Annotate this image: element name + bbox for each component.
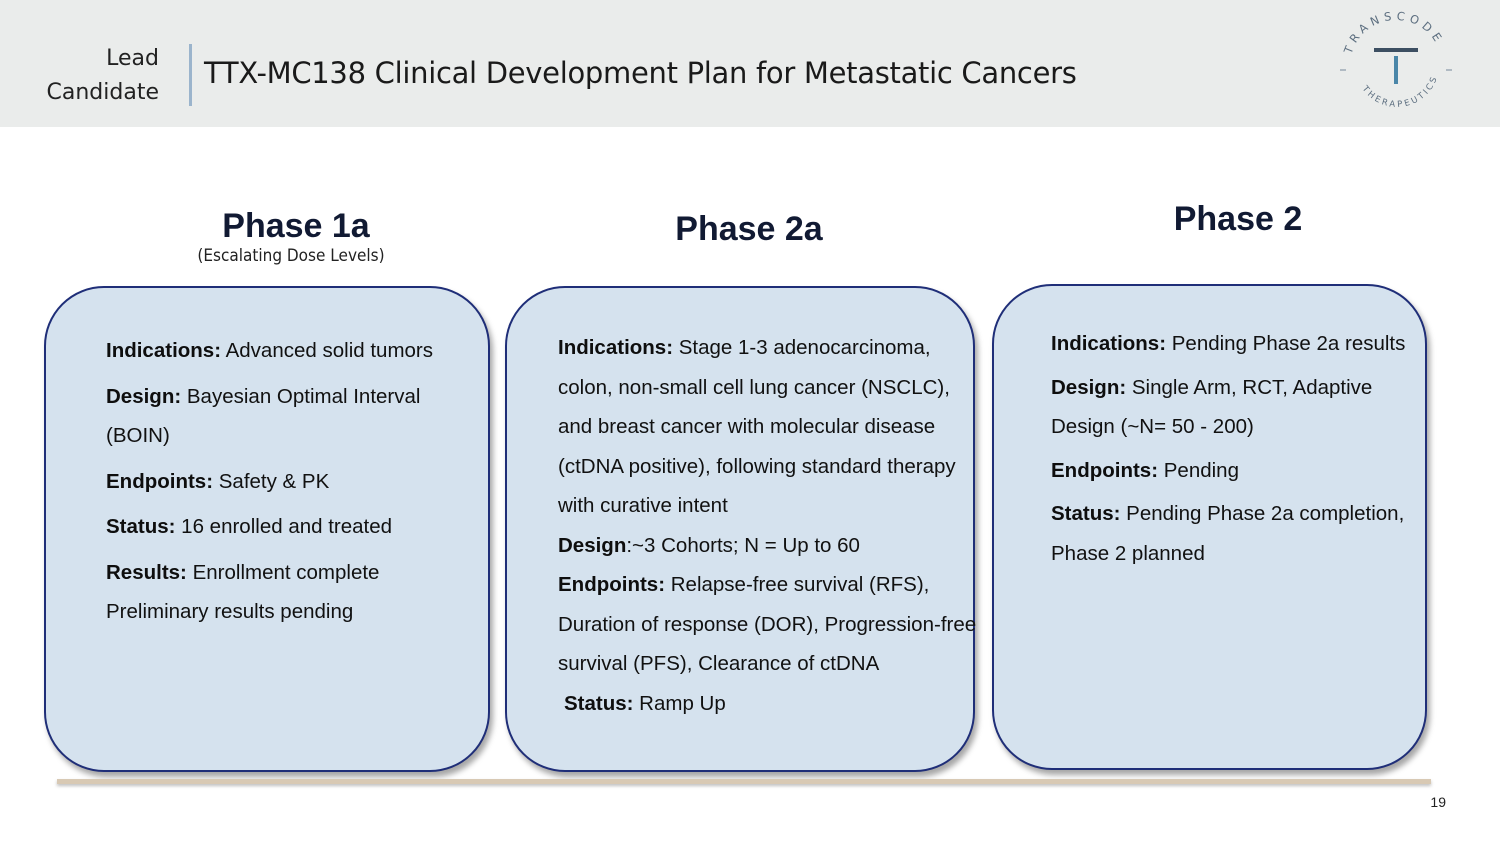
phase-2-status: Status: Pending Phase 2a completion, Pha…	[1051, 502, 1405, 565]
page-number: 19	[1430, 794, 1446, 810]
section-label: Lead Candidate	[47, 42, 159, 110]
phase-1a-card	[44, 286, 490, 772]
slide-title: TTX-MC138 Clinical Development Plan for …	[204, 56, 1077, 90]
phase-2a-endpoints: Endpoints: Relapse-free survival (RFS), …	[558, 573, 977, 675]
phase-2a-details: Indications: Stage 1-3 adenocarcinoma, c…	[558, 328, 986, 723]
phase-1a-details: Indications: Advanced solid tumors Desig…	[106, 331, 466, 632]
timeline-bar	[57, 779, 1431, 784]
transcode-logo: TRANSCODE THERAPEUTICS	[1340, 9, 1452, 110]
phase-2a-title: Phase 2a	[675, 210, 823, 248]
header-band	[0, 0, 1500, 127]
phase-1a-indications: Indications: Advanced solid tumors	[106, 339, 433, 362]
phase-2a-design: Design:~3 Cohorts; N = Up to 60	[558, 533, 860, 557]
section-label-line2: Candidate	[46, 80, 159, 105]
phase-2-details: Indications: Pending Phase 2a results De…	[1051, 324, 1406, 573]
phase-2-endpoints: Endpoints: Pending	[1051, 458, 1239, 482]
phase-2a-status: Status: Ramp Up	[564, 691, 726, 715]
phase-2-indications: Indications: Pending Phase 2a results	[1051, 332, 1406, 355]
phase-1a-status: Status: 16 enrolled and treated	[106, 515, 393, 538]
title-divider	[189, 44, 192, 106]
phase-2a-card	[505, 286, 975, 772]
phase-2a-indications: Indications: Stage 1-3 adenocarcinoma, c…	[558, 336, 956, 517]
phase-2-card	[992, 284, 1427, 770]
phase-1a-subtitle: (Escalating Dose Levels)	[197, 246, 385, 266]
phase-2-design: Design: Single Arm, RCT, Adaptive Design…	[1051, 375, 1373, 439]
phase-1a-design: Design: Bayesian Optimal Interval (BOIN)	[106, 384, 421, 448]
phase-1a-title: Phase 1a	[222, 207, 370, 245]
phase-1a-endpoints: Endpoints: Safety & PK	[106, 469, 330, 493]
section-label-line1: Lead	[106, 46, 159, 71]
phase-2-title: Phase 2	[1173, 200, 1303, 238]
logo-arc-bottom-text: THERAPEUTICS	[1359, 74, 1440, 110]
phase-1a-results: Results: Enrollment complete Preliminary…	[106, 560, 380, 624]
logo-monogram-icon	[1374, 48, 1418, 84]
